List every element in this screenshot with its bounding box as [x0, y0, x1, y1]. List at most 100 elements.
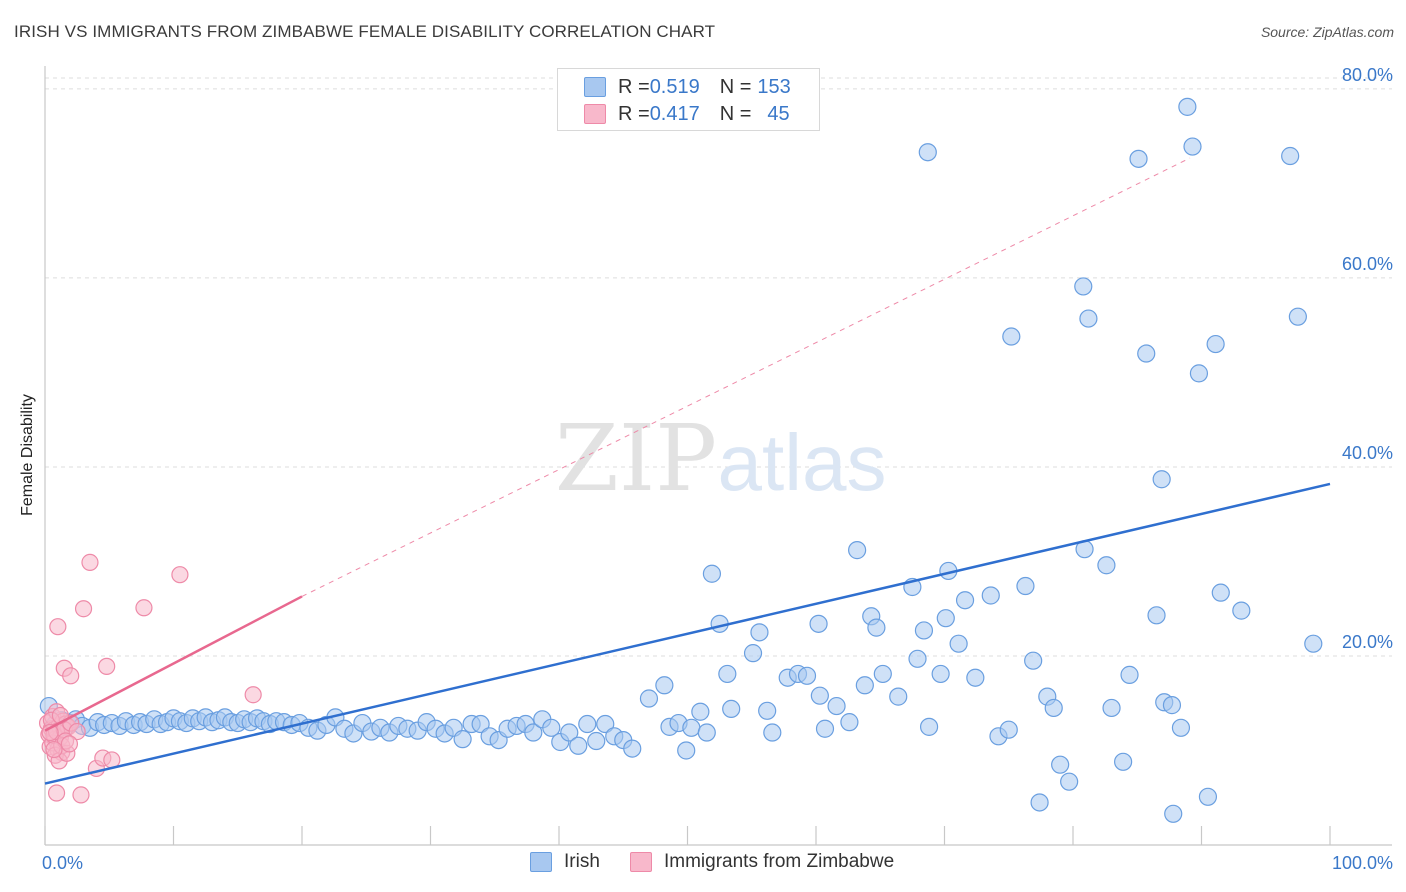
irish-point-126	[1102, 698, 1121, 718]
irish-point-84	[702, 564, 722, 583]
legend-irish-r-label: R =	[618, 75, 650, 98]
bottom-legend: Irish Immigrants from Zimbabwe	[0, 851, 1406, 877]
irish-point-66	[542, 718, 561, 737]
irish-point-147	[809, 614, 828, 633]
irish-point-146	[1304, 634, 1323, 653]
legend-zim-n-label: N =	[719, 102, 752, 125]
zimbabwe-point-38	[244, 686, 262, 704]
zimbabwe-point-31	[81, 553, 99, 572]
irish-point-125	[1097, 556, 1116, 575]
irish-point-142	[1211, 583, 1230, 602]
irish-point-83	[697, 723, 716, 742]
irish-point-112	[981, 586, 1000, 605]
irish-point-81	[682, 718, 701, 737]
irish-point-143	[1232, 601, 1251, 620]
legend-swatch-irish	[584, 77, 606, 97]
irish-point-131	[1147, 606, 1166, 625]
zimbabwe-point-30	[74, 600, 93, 618]
irish-point-94	[797, 666, 817, 685]
watermark: ZIP atlas	[555, 405, 887, 512]
legend-row-irish: R = 0.519 N = 153	[584, 75, 791, 99]
irish-point-90	[758, 701, 777, 720]
irish-point-124	[1079, 309, 1098, 328]
irish-point-68	[560, 723, 579, 742]
irish-point-116	[1024, 651, 1043, 670]
irish-point-77	[655, 676, 674, 695]
irish-point-136	[1171, 718, 1191, 737]
irish-point-110	[955, 591, 975, 610]
source-label: Source: ZipAtlas.com	[1260, 24, 1394, 40]
irish-point-134	[1162, 696, 1182, 715]
irish-point-121	[1060, 772, 1079, 791]
irish-point-139	[1189, 364, 1209, 383]
legend-zim-r-label: R =	[618, 102, 650, 125]
irish-point-70	[578, 714, 597, 734]
irish-point-138	[1183, 137, 1202, 156]
bottom-legend-irish-label: Irish	[564, 851, 600, 872]
irish-point-75	[623, 739, 642, 758]
zimbabwe-point-37	[171, 566, 189, 584]
irish-point-132	[1152, 470, 1171, 489]
irish-point-98	[840, 713, 859, 732]
legend-zim-n-value: 45	[767, 102, 790, 125]
legend-irish-n-label: N =	[719, 75, 752, 98]
irish-point-127	[1114, 752, 1133, 771]
irish-point-69	[569, 736, 588, 755]
irish-point-120	[1051, 755, 1070, 774]
trendlines	[44, 157, 1331, 785]
y-tick-label-60: 60.0%	[1342, 254, 1393, 274]
irish-point-102	[873, 664, 892, 684]
irish-point-108	[936, 609, 955, 628]
zimbabwe-point-28	[68, 722, 86, 741]
irish-point-135	[1164, 804, 1183, 823]
irish-point-114	[999, 720, 1018, 739]
irish-point-88	[743, 644, 763, 663]
zimbabwe-point-27	[62, 667, 80, 685]
zimbabwe-points	[38, 553, 262, 804]
irish-point-87	[722, 699, 741, 719]
bottom-legend-swatch-zimbabwe	[630, 852, 652, 872]
zimbabwe-point-39	[51, 706, 70, 725]
zimbabwe-point-25	[49, 618, 67, 636]
irish-point-109	[949, 634, 968, 653]
zimbabwe-point-43	[45, 740, 63, 759]
irish-point-151	[1002, 327, 1021, 346]
legend: R = 0.519 N = 153 R = 0.417 N = 45	[557, 68, 820, 131]
zimbabwe-point-36	[135, 599, 153, 617]
irish-point-122	[1074, 277, 1093, 296]
irish-point-72	[596, 714, 615, 734]
irish-point-99	[855, 676, 874, 695]
irish-point-95	[810, 686, 829, 705]
irish-point-119	[1044, 698, 1063, 718]
irish-point-107	[931, 664, 950, 684]
irish-point-103	[889, 687, 908, 706]
bottom-legend-swatch-irish	[530, 852, 552, 872]
irish-point-130	[1137, 344, 1156, 363]
irish-point-111	[966, 668, 985, 687]
irish-point-96	[815, 719, 835, 738]
irish-point-89	[750, 623, 769, 642]
zimbabwe-trendline-dashed	[301, 157, 1191, 597]
tick-labels: 20.0% 40.0% 60.0% 80.0% 0.0% 100.0%	[42, 65, 1393, 873]
irish-point-97	[827, 696, 846, 716]
legend-irish-r-value: 0.519	[649, 75, 700, 98]
irish-point-56	[453, 730, 472, 749]
irish-trendline	[44, 482, 1331, 785]
y-tick-label-40: 40.0%	[1342, 443, 1393, 463]
zimbabwe-point-34	[98, 657, 116, 675]
irish-point-91	[763, 723, 782, 742]
zimbabwe-point-44	[60, 735, 79, 753]
irish-point-140	[1198, 787, 1218, 806]
irish-point-144	[1281, 146, 1300, 166]
irish-point-82	[691, 702, 710, 721]
irish-point-104	[908, 649, 927, 668]
zimbabwe-point-40	[47, 784, 66, 802]
irish-point-101	[867, 618, 886, 637]
legend-zim-r-value: 0.417	[649, 102, 700, 125]
irish-point-64	[524, 723, 543, 742]
watermark-zip: ZIP	[555, 405, 717, 512]
irish-point-106	[919, 717, 939, 736]
irish-point-58	[471, 714, 490, 734]
bottom-legend-zimbabwe: Immigrants from Zimbabwe	[630, 851, 894, 873]
legend-irish-n-value: 153	[757, 75, 791, 98]
